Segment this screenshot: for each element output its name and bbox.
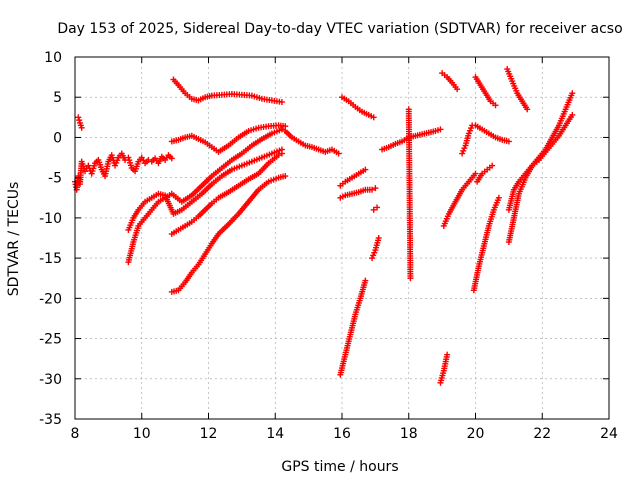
data-point — [362, 166, 369, 173]
y-tick-label: -25 — [39, 332, 62, 348]
x-tick-label: 20 — [467, 426, 485, 442]
data-point — [437, 126, 444, 133]
x-tick-label: 18 — [400, 426, 418, 442]
data-point-fill — [76, 117, 83, 124]
data-point — [370, 206, 377, 213]
x-tick-label: 16 — [333, 426, 351, 442]
data-point — [375, 235, 382, 241]
data-point — [454, 86, 461, 93]
x-tick-label: 14 — [266, 426, 284, 442]
x-tick-label: 12 — [200, 426, 218, 442]
data-point — [374, 204, 381, 211]
y-tick-label: -15 — [39, 251, 62, 267]
x-tick-label: 8 — [71, 426, 80, 442]
data-point — [168, 155, 175, 162]
data-point — [78, 124, 85, 131]
data-point — [569, 90, 576, 97]
y-tick-label: -35 — [39, 412, 62, 428]
data-point — [75, 114, 82, 121]
chart-title: Day 153 of 2025, Sidereal Day-to-day VTE… — [57, 21, 622, 37]
data-point — [472, 170, 479, 177]
data-point — [492, 102, 499, 109]
y-tick-labels: -35 -30 -25 -20 -15 -10 -5 0 5 10 — [39, 50, 62, 428]
data-point — [495, 194, 502, 201]
data-point — [407, 275, 414, 282]
data-point — [145, 156, 152, 163]
data-point — [278, 150, 285, 157]
x-tick-label: 24 — [600, 426, 618, 442]
data-point — [369, 186, 376, 193]
x-axis-label: GPS time / hours — [281, 459, 398, 475]
x-tick-labels: 8 10 12 14 16 18 20 22 24 — [71, 426, 618, 442]
x-tick-label: 22 — [533, 426, 551, 442]
data-point — [524, 106, 531, 113]
y-tick-label: 10 — [44, 50, 62, 66]
y-tick-label: -30 — [39, 372, 62, 388]
data-point — [335, 150, 342, 157]
y-tick-label: -10 — [39, 211, 62, 227]
y-tick-label: 0 — [53, 130, 62, 146]
data-point — [278, 99, 285, 106]
data-point — [282, 173, 289, 180]
data-point — [489, 162, 496, 169]
data-marks — [72, 66, 576, 386]
data-point — [278, 126, 285, 133]
data-point — [362, 277, 369, 284]
y-tick-label: 5 — [53, 90, 62, 106]
data-point — [569, 111, 576, 118]
x-tick-label: 10 — [133, 426, 151, 442]
data-point — [370, 114, 377, 121]
data-point — [275, 152, 282, 159]
y-tick-label: -5 — [48, 171, 62, 187]
axes — [74, 56, 610, 420]
data-point — [444, 351, 451, 358]
y-tick-label: -20 — [39, 291, 62, 307]
data-point — [372, 185, 379, 192]
y-axis-label: SDTVAR / TECUs — [6, 182, 22, 297]
data-point — [505, 138, 512, 145]
